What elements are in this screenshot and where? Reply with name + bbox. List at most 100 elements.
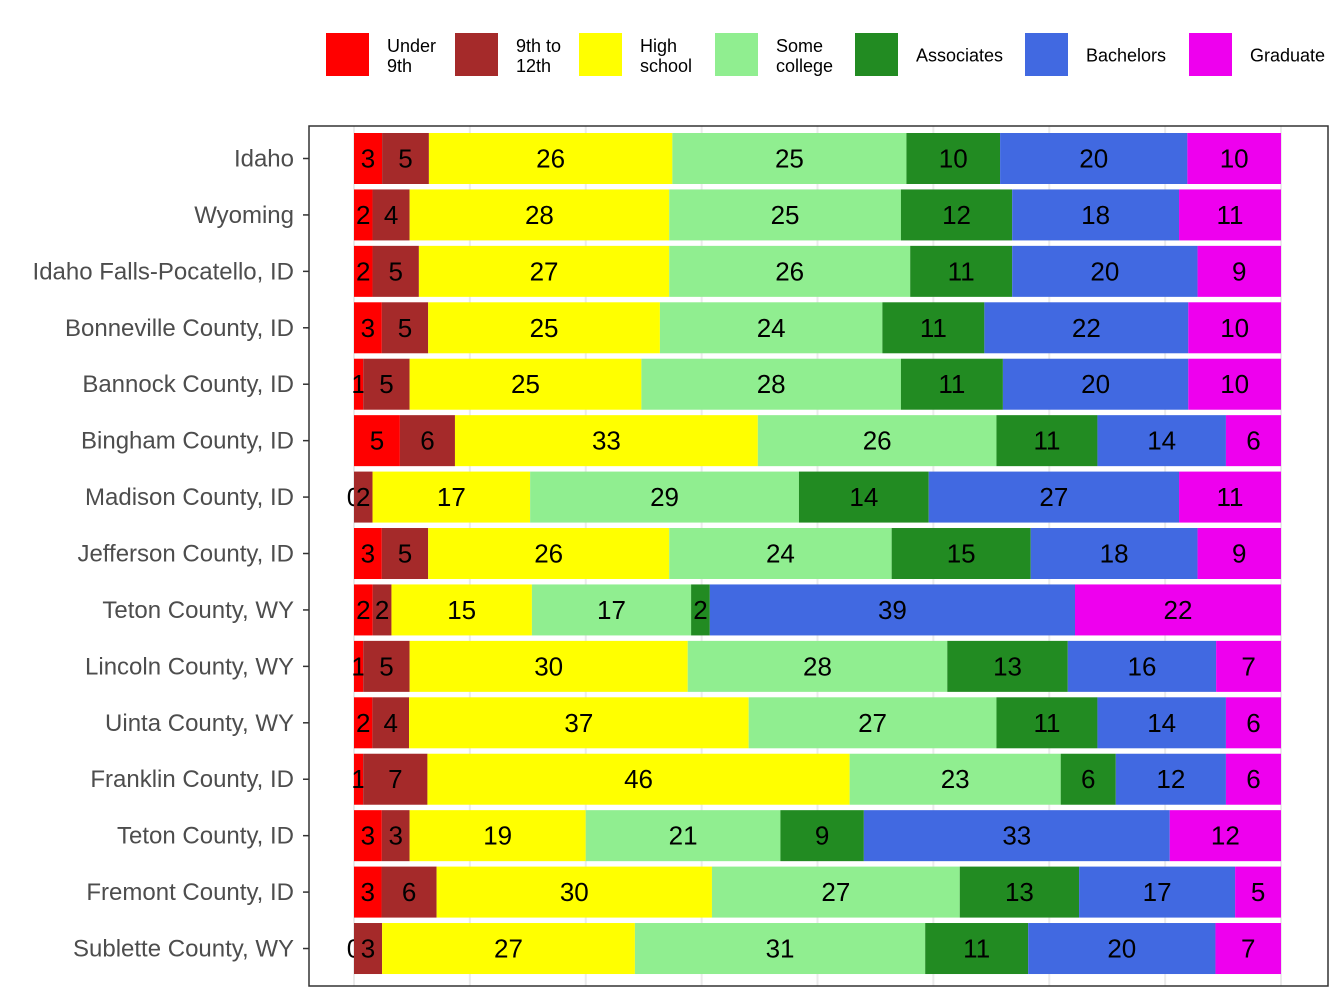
data-label: 2: [356, 256, 370, 286]
bar-segment-high-school: [382, 923, 635, 975]
bar-segment-graduate: [1216, 640, 1281, 692]
y-tick-label: Sublette County, WY: [73, 936, 294, 963]
bar-segment-high-school: [391, 584, 532, 636]
data-label: 28: [525, 200, 554, 230]
data-label: 26: [534, 539, 563, 569]
bar-segment-under-9th: [354, 245, 373, 297]
legend-key: [1025, 33, 1068, 76]
data-label: 25: [511, 369, 540, 399]
bar-segment-9th-to-12th: [381, 302, 429, 354]
legend: Under 9th 9th to 12th High school Some college A…: [326, 33, 1325, 76]
bar-segment-graduate: [1169, 810, 1281, 862]
bar-segment-high-school: [427, 753, 850, 805]
bar-segment-high-school: [409, 640, 688, 692]
data-label: 33: [592, 426, 621, 456]
data-label: 27: [858, 708, 887, 738]
legend-label: Under 9th: [387, 36, 436, 76]
legend-item-graduate: Graduate: [1189, 33, 1325, 76]
legend-key: [715, 33, 758, 76]
legend-item-bachelors: Bachelors: [1025, 33, 1166, 76]
data-label: 7: [1241, 934, 1255, 964]
data-label: 10: [1220, 313, 1249, 343]
bar-segment-associates: [691, 584, 710, 636]
bar-segment-bachelors: [1002, 358, 1189, 410]
legend-key: [326, 33, 369, 76]
bar-segment-some-college: [687, 640, 948, 692]
y-tick-label: Jefferson County, ID: [77, 541, 294, 568]
data-label: 28: [803, 651, 832, 681]
data-label: 18: [1100, 539, 1129, 569]
bar-segment-9th-to-12th: [363, 753, 428, 805]
y-tick-label: Teton County, ID: [117, 823, 294, 850]
data-label: 17: [437, 482, 466, 512]
data-label: 5: [379, 369, 393, 399]
data-label: 10: [1220, 144, 1249, 174]
legend-label: 9th to 12th: [516, 36, 561, 76]
bar-segment-9th-to-12th: [381, 866, 437, 918]
data-label: 11: [1217, 482, 1244, 512]
y-tick-label: Bonneville County, ID: [65, 315, 294, 342]
legend-item-9th-to-12th: 9th to 12th: [455, 33, 561, 76]
y-tick-label: Teton County, WY: [102, 597, 294, 624]
bar-segment-some-college: [748, 697, 997, 749]
bar-segment-bachelors: [1097, 415, 1226, 467]
data-label: 5: [398, 144, 412, 174]
data-label: 11: [938, 369, 965, 399]
bar-segment-some-college: [669, 245, 911, 297]
data-label: 20: [1079, 144, 1108, 174]
bar-segment-bachelors: [1028, 923, 1216, 975]
bar-segment-some-college: [531, 584, 692, 636]
bar-row-lincoln-county-wy: 1 5 30 28 13 16 7: [351, 640, 1281, 692]
data-label: 13: [1005, 877, 1034, 907]
data-label: 19: [483, 821, 512, 851]
bar-segment-some-college: [672, 133, 907, 184]
bar-segment-high-school: [409, 697, 749, 749]
bar-segment-graduate: [1075, 584, 1281, 636]
bar-segment-associates: [925, 923, 1029, 975]
bar-segment-graduate: [1225, 697, 1281, 749]
bar-row-jefferson-county-id: 3 5 26 24 15 18 9: [354, 528, 1281, 580]
bar-segment-bachelors: [1079, 866, 1236, 918]
data-label: 11: [1217, 200, 1244, 230]
bar-segment-9th-to-12th: [382, 133, 429, 184]
bar-segment-9th-to-12th: [381, 810, 410, 862]
data-label: 1: [351, 369, 365, 399]
data-label: 30: [560, 877, 589, 907]
bar-segment-under-9th: [354, 358, 364, 410]
data-label: 17: [597, 595, 626, 625]
data-label: 5: [370, 426, 384, 456]
data-label: 2: [356, 595, 370, 625]
data-label: 7: [1241, 651, 1255, 681]
bar-segment-graduate: [1197, 528, 1281, 580]
legend-label: Bachelors: [1086, 46, 1166, 66]
legend-key: [455, 33, 498, 76]
bar-segment-high-school: [428, 302, 660, 354]
bar-segment-under-9th: [354, 697, 373, 749]
y-tick-label: Wyoming: [194, 202, 294, 229]
bar-segment-associates: [891, 528, 1031, 580]
data-label: 14: [1147, 426, 1176, 456]
bar-segment-under-9th: [354, 584, 373, 636]
bar-segment-high-school: [428, 133, 673, 184]
bar-segment-graduate: [1235, 866, 1281, 918]
bar-segment-9th-to-12th: [354, 923, 383, 975]
bar-segment-some-college: [711, 866, 960, 918]
bar-segment-associates: [900, 189, 1013, 241]
data-label: 11: [1033, 708, 1060, 738]
bar-segment-bachelors: [1012, 189, 1180, 241]
data-label: 21: [669, 821, 698, 851]
data-label: 9: [1232, 256, 1246, 286]
bar-segment-9th-to-12th: [399, 415, 455, 467]
data-label: 6: [1081, 764, 1095, 794]
bar-segment-high-school: [454, 415, 758, 467]
legend-key: [1189, 33, 1232, 76]
data-label: 30: [534, 651, 563, 681]
bar-segment-some-college: [669, 189, 901, 241]
legend-label: Associates: [916, 46, 1003, 66]
bar-segment-associates: [798, 471, 929, 523]
data-label: 1: [351, 651, 365, 681]
data-label: 12: [1211, 821, 1240, 851]
data-label: 26: [536, 144, 565, 174]
data-label: 3: [361, 877, 375, 907]
